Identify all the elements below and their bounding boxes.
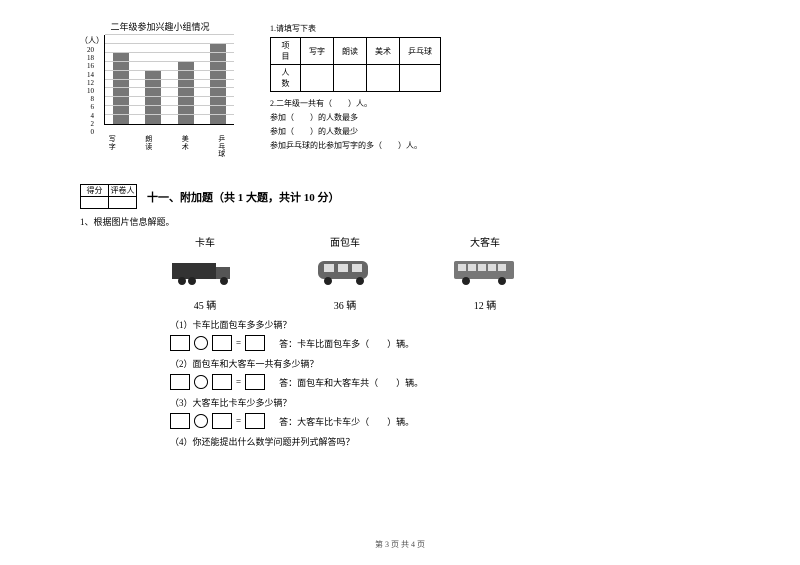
- eq-row-3: = 答：大客车比卡车少（ ）辆。: [170, 413, 720, 429]
- vehicle-truck: 卡车 45 辆: [170, 234, 240, 312]
- q1-line3a: 参加（ ）的人数最多: [270, 112, 720, 123]
- van-icon: [310, 275, 380, 292]
- subq-4: （4）你还能提出什么数学问题并列式解答吗？: [170, 435, 720, 448]
- ytick: 20: [80, 46, 94, 54]
- chart-xlabels: 写 字朗 读美 术乒 乓 球: [94, 136, 240, 159]
- eq-row-2: = 答：面包车和大客车共（ ）辆。: [170, 374, 720, 390]
- table-col: 写字: [301, 38, 334, 65]
- blank-box[interactable]: [170, 413, 190, 429]
- chart-xlabel: 乒 乓 球: [214, 136, 230, 159]
- chart-xlabel: 写 字: [104, 136, 120, 159]
- grader-cell[interactable]: [109, 197, 137, 209]
- bar-chart-block: 二年级参加兴趣小组情况 （人） 20 18 16 14 12 10 8 6 4 …: [80, 20, 240, 159]
- bus-label: 大客车: [450, 234, 520, 249]
- chart-title: 二年级参加兴趣小组情况: [80, 20, 240, 33]
- subq-1-answer: 答：卡车比面包车多（ ）辆。: [279, 337, 414, 350]
- bus-count: 12 辆: [450, 297, 520, 312]
- ytick: 16: [80, 62, 94, 70]
- vehicle-bus: 大客车 12 辆: [450, 234, 520, 312]
- ytick: 6: [80, 103, 94, 111]
- top-section: 二年级参加兴趣小组情况 （人） 20 18 16 14 12 10 8 6 4 …: [80, 20, 720, 159]
- table-header-label: 项目: [271, 38, 301, 65]
- blank-operator[interactable]: [194, 375, 208, 389]
- bus-icon: [450, 275, 520, 292]
- score-table: 得分 评卷人: [80, 184, 137, 209]
- page-content: 二年级参加兴趣小组情况 （人） 20 18 16 14 12 10 8 6 4 …: [0, 0, 800, 448]
- table-cell[interactable]: [334, 65, 367, 92]
- chart-bar: [210, 44, 226, 124]
- table-row-label: 人数: [271, 65, 301, 92]
- q1-line3b: 参加（ ）的人数最少: [270, 126, 720, 137]
- equals-sign: =: [236, 338, 241, 348]
- subq-3-answer: 答：大客车比卡车少（ ）辆。: [279, 415, 414, 428]
- vehicle-van: 面包车 36 辆: [310, 234, 380, 312]
- blank-box[interactable]: [170, 374, 190, 390]
- table-col: 美术: [367, 38, 400, 65]
- chart-yaxis: 20 18 16 14 12 10 8 6 4 2 0: [80, 46, 94, 136]
- equals-sign: =: [236, 377, 241, 387]
- truck-label: 卡车: [170, 234, 240, 249]
- table-cell[interactable]: [301, 65, 334, 92]
- table-cell[interactable]: [367, 65, 400, 92]
- equals-sign: =: [236, 416, 241, 426]
- truck-count: 45 辆: [170, 297, 240, 312]
- q1-caption: 1.请填写下表: [270, 23, 720, 34]
- subq-2: （2）面包车和大客车一共有多少辆？: [170, 357, 720, 370]
- blank-box[interactable]: [170, 335, 190, 351]
- ytick: 2: [80, 120, 94, 128]
- blank-box[interactable]: [212, 413, 232, 429]
- truck-icon: [170, 275, 240, 292]
- subq-2-answer: 答：面包车和大客车共（ ）辆。: [279, 376, 423, 389]
- vehicles-row: 卡车 45 辆 面包车 36 辆 大客车 12 辆: [170, 234, 720, 312]
- chart-area: [104, 35, 234, 125]
- section-header-row: 得分 评卷人 十一、附加题（共 1 大题，共计 10 分）: [80, 184, 720, 209]
- ytick: 12: [80, 79, 94, 87]
- eq-row-1: = 答：卡车比面包车多（ ）辆。: [170, 335, 720, 351]
- table-col: 朗读: [334, 38, 367, 65]
- score-cell[interactable]: [81, 197, 109, 209]
- van-count: 36 辆: [310, 297, 380, 312]
- chart-xlabel: 美 术: [177, 136, 193, 159]
- questions-block: 1.请填写下表 项目 写字 朗读 美术 乒乓球 人数 2.二年级一共有（ ）人: [270, 20, 720, 159]
- subq-1: （1）卡车比面包车多多少辆？: [170, 318, 720, 331]
- blank-box[interactable]: [245, 374, 265, 390]
- subq-3: （3）大客车比卡车少多少辆？: [170, 396, 720, 409]
- ytick: 0: [80, 128, 94, 136]
- chart-xlabel: 朗 读: [141, 136, 157, 159]
- q-lead: 1、根据图片信息解题。: [80, 215, 720, 228]
- table-cell[interactable]: [400, 65, 441, 92]
- ytick: 8: [80, 95, 94, 103]
- ytick: 10: [80, 87, 94, 95]
- blank-operator[interactable]: [194, 414, 208, 428]
- ytick: 14: [80, 71, 94, 79]
- ytick: 18: [80, 54, 94, 62]
- table-col: 乒乓球: [400, 38, 441, 65]
- grader-label: 评卷人: [109, 185, 137, 197]
- q1-line3c: 参加乒乓球的比参加写字的多（ ）人。: [270, 140, 720, 151]
- blank-operator[interactable]: [194, 336, 208, 350]
- blank-box[interactable]: [245, 335, 265, 351]
- blank-box[interactable]: [212, 374, 232, 390]
- ytick: 4: [80, 112, 94, 120]
- fill-table: 项目 写字 朗读 美术 乒乓球 人数: [270, 37, 441, 92]
- blank-box[interactable]: [212, 335, 232, 351]
- chart-ylabel: （人）: [80, 35, 104, 46]
- section-title: 十一、附加题（共 1 大题，共计 10 分）: [147, 189, 340, 205]
- score-label: 得分: [81, 185, 109, 197]
- blank-box[interactable]: [245, 413, 265, 429]
- q1-line2: 2.二年级一共有（ ）人。: [270, 98, 720, 109]
- page-footer: 第 3 页 共 4 页: [0, 539, 800, 550]
- van-label: 面包车: [310, 234, 380, 249]
- chart-bars: [105, 35, 234, 124]
